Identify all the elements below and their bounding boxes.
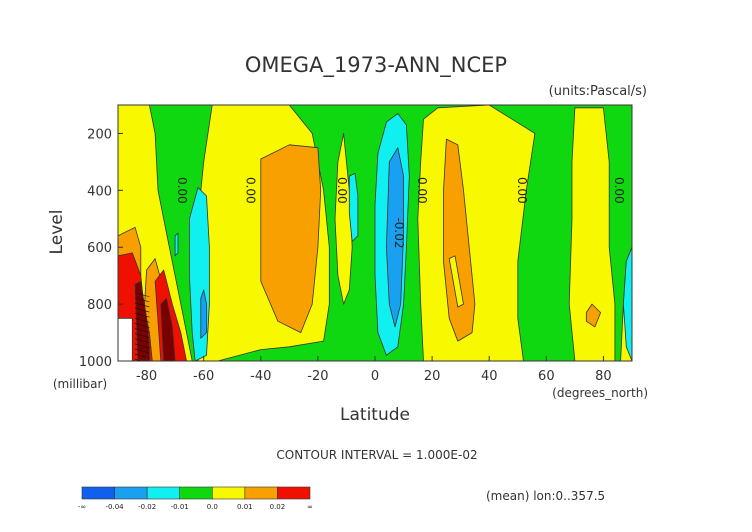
contour-region-neg1-0 bbox=[189, 187, 210, 361]
colorbar-swatch bbox=[277, 486, 311, 500]
footer-text: (mean) lon:0..357.5 bbox=[486, 489, 605, 503]
x-tick-label: -80 bbox=[136, 369, 157, 384]
colorbar-swatch bbox=[81, 486, 115, 500]
colorbar-label: ∞ bbox=[307, 503, 313, 511]
contour-label: 0.00 bbox=[612, 177, 626, 204]
chart-title: OMEGA_1973-ANN_NCEP bbox=[245, 53, 507, 78]
colorbar-swatch bbox=[244, 486, 278, 500]
colorbar-label: 0.0 bbox=[207, 503, 218, 511]
colorbar-label: -0.01 bbox=[171, 503, 189, 511]
contour-label: 0.00 bbox=[335, 177, 349, 204]
x-tick-label: -20 bbox=[307, 369, 328, 384]
colorbar-swatch bbox=[114, 486, 148, 500]
y-tick-label: 400 bbox=[87, 184, 112, 199]
x-tick-label: 80 bbox=[595, 369, 612, 384]
contour-labels: 0.00 0.00 0.00 -0.02 0.00 0.00 0.00 bbox=[175, 177, 626, 249]
x-axis-label: Latitude bbox=[340, 405, 410, 425]
colorbar-label: -0.04 bbox=[106, 503, 125, 511]
x-tick-label: 20 bbox=[424, 369, 441, 384]
contour-label: 0.00 bbox=[175, 177, 189, 204]
contour-label: -0.02 bbox=[392, 217, 406, 248]
contour-region-neg2-1 bbox=[386, 147, 404, 328]
y-axis-label: Level bbox=[47, 210, 67, 255]
dark-region-hatch bbox=[135, 292, 150, 361]
contour-region-dark-0 bbox=[134, 281, 150, 361]
plot-area: 0.00 0.00 0.00 -0.02 0.00 0.00 0.00 bbox=[117, 104, 633, 362]
contour-region-pos2-2 bbox=[260, 144, 322, 333]
contour-label: 0.00 bbox=[244, 177, 258, 204]
hatch-line bbox=[135, 302, 150, 308]
colorbar-swatch bbox=[179, 486, 213, 500]
x-tick-label: -40 bbox=[250, 369, 271, 384]
hatch-line bbox=[135, 292, 150, 298]
contour-region-neg1-3 bbox=[174, 232, 179, 257]
hatch-line bbox=[135, 307, 150, 313]
colorbar-label: 0.01 bbox=[237, 503, 253, 511]
x-tick-label: 40 bbox=[481, 369, 498, 384]
colorbar-swatch bbox=[146, 486, 181, 500]
hatch-line bbox=[135, 348, 150, 354]
colorbar-label: 0.02 bbox=[270, 503, 286, 511]
contour-region-pos1-4 bbox=[568, 107, 616, 361]
x-tick-label: -60 bbox=[193, 369, 214, 384]
x-tick-label: 60 bbox=[538, 369, 555, 384]
contour-regions bbox=[118, 105, 632, 361]
hatch-line bbox=[135, 333, 150, 338]
contour-region-neg1-4 bbox=[623, 246, 632, 361]
y-unit-label: (millibar) bbox=[53, 377, 107, 391]
colorbar-label: -0.02 bbox=[138, 503, 156, 511]
contour-region-spike-0 bbox=[448, 255, 464, 308]
y-tick-label: 1000 bbox=[79, 355, 112, 370]
hatch-line bbox=[135, 312, 150, 318]
colorbar-swatch bbox=[211, 486, 246, 500]
hatch-line bbox=[135, 297, 150, 303]
hatch-line bbox=[135, 323, 150, 328]
colorbar-label: -∞ bbox=[78, 503, 86, 511]
y-tick-label: 200 bbox=[87, 127, 112, 142]
contour-region-pos2-3 bbox=[443, 138, 476, 342]
hatch-line bbox=[135, 359, 143, 361]
contour-region-dark-1 bbox=[160, 298, 176, 361]
contour-label: 0.00 bbox=[415, 177, 429, 204]
y-axis: 200 400 600 800 1000 bbox=[79, 127, 123, 370]
x-axis: -80 -60 -40 -20 0 20 40 60 80 bbox=[136, 356, 612, 384]
hatch-line bbox=[135, 318, 150, 323]
hatch-line bbox=[135, 343, 150, 349]
x-unit-label: (degrees_north) bbox=[552, 386, 648, 400]
x-tick-label: 0 bbox=[371, 369, 379, 384]
contour-region-pos1-3 bbox=[417, 105, 536, 361]
contour-interval-text: CONTOUR INTERVAL = 1.000E-02 bbox=[276, 448, 477, 462]
colorbar: -∞ -0.04 -0.02 -0.01 0.0 0.01 0.02 ∞ bbox=[78, 486, 313, 511]
contour-region-neg2-0 bbox=[200, 289, 207, 339]
contour-region-undef-0 bbox=[118, 317, 133, 361]
y-tick-label: 800 bbox=[87, 298, 112, 313]
y-tick-label: 600 bbox=[87, 241, 112, 256]
hatch-line bbox=[135, 338, 150, 344]
units-label: (units:Pascal/s) bbox=[549, 84, 647, 99]
contour-label: 0.00 bbox=[515, 177, 529, 204]
hatch-line bbox=[135, 328, 150, 333]
contour-region-neg1-1 bbox=[348, 172, 359, 242]
contour-region-pos2-4 bbox=[585, 303, 601, 328]
